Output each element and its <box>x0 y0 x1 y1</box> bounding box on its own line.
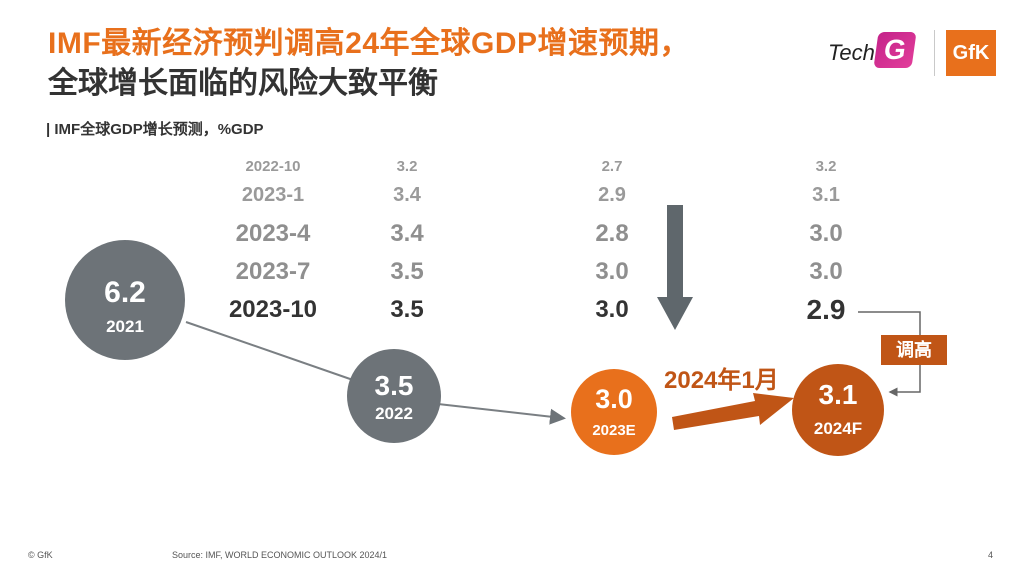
forecast-value: 3.5 <box>390 258 424 285</box>
forecast-value: 2.7 <box>601 158 623 175</box>
connector-2022-2023 <box>437 403 566 425</box>
bubble-2022: 3.5 2022 <box>347 349 441 443</box>
down-arrow-icon <box>657 205 693 330</box>
bubble-2024F: 3.1 2024F <box>792 364 884 456</box>
forecast-value: 2.9 <box>598 184 626 206</box>
bubble-value: 3.5 <box>374 369 414 401</box>
vintage-label: 2023-4 <box>235 220 311 247</box>
vintage-label: 2023-10 <box>228 296 318 323</box>
forecast-value: 2.9 <box>806 294 846 325</box>
bubble-value: 6.2 <box>104 276 146 309</box>
forecast-value: 3.4 <box>393 184 421 206</box>
adjustment-badge: 调高 <box>881 335 947 365</box>
annotation-jan-2024: 2024年1月 <box>664 367 779 394</box>
techg-logo-text: Tech <box>828 40 875 65</box>
forecast-value: 2.8 <box>595 220 629 247</box>
bubble-2021: 6.2 2021 <box>65 240 185 360</box>
forecast-value: 3.2 <box>815 158 837 175</box>
forecast-value: 3.2 <box>396 158 418 175</box>
vintage-label: 2022-10 <box>245 158 301 175</box>
forecast-value: 3.5 <box>390 296 424 323</box>
up-trend-arrow-icon <box>672 393 794 430</box>
vintage-label: 2023-7 <box>235 258 311 285</box>
connector-2021-2022 <box>185 321 354 381</box>
forecast-value: 3.0 <box>809 258 843 285</box>
bubble-2023E: 3.0 2023E <box>571 369 657 455</box>
page-number: 4 <box>988 550 994 560</box>
forecast-value: 3.0 <box>595 258 629 285</box>
forecast-value: 3.4 <box>390 220 424 247</box>
vintage-label: 2023-1 <box>241 184 305 206</box>
forecast-value: 3.0 <box>595 296 629 323</box>
chart-subtitle: | IMF全球GDP增长预测，%GDP <box>46 121 264 138</box>
bubble-value: 3.1 <box>818 378 858 410</box>
footer-source: Source: IMF, WORLD ECONOMIC OUTLOOK 2024… <box>172 550 388 560</box>
forecast-value: 3.1 <box>812 184 840 206</box>
logo-divider <box>934 30 935 76</box>
bubble-year: 2024F <box>813 419 863 439</box>
bubble-year: 2023E <box>592 422 636 440</box>
forecast-value: 3.0 <box>809 220 843 247</box>
bubble-year: 2022 <box>375 403 413 423</box>
gfk-logo: GfK <box>946 30 996 76</box>
page-title-line2: 全球增长面临的风险大致平衡 <box>48 67 438 100</box>
bubble-value: 3.0 <box>595 384 633 415</box>
page-title-line1: IMF最新经济预判调高24年全球GDP增速预期， <box>48 27 691 60</box>
footer-copyright: © GfK <box>28 550 53 560</box>
bubble-year: 2021 <box>106 316 144 336</box>
